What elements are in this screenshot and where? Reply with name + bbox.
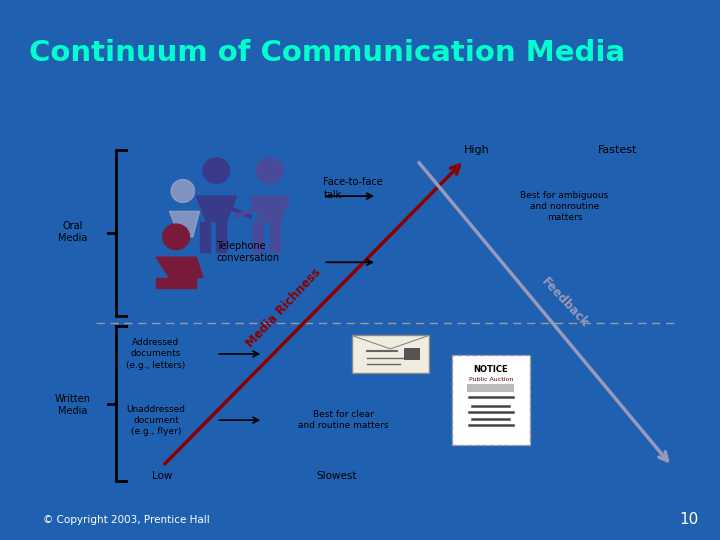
Text: © Copyright 2003, Prentice Hall: © Copyright 2003, Prentice Hall [43,515,210,525]
FancyBboxPatch shape [352,335,428,373]
Text: Slowest: Slowest [317,471,357,481]
Polygon shape [156,278,197,288]
Text: Telephone
conversation: Telephone conversation [216,241,279,264]
Text: Continuum of Communication Media: Continuum of Communication Media [29,39,625,68]
Text: Addressed
documents
(e.g., letters): Addressed documents (e.g., letters) [127,339,186,369]
Polygon shape [253,221,264,252]
Text: Oral
Media: Oral Media [58,221,87,242]
Text: NOTICE: NOTICE [474,364,508,374]
Polygon shape [270,221,280,252]
Text: 10: 10 [679,512,698,527]
Ellipse shape [203,158,230,184]
Text: Fastest: Fastest [598,145,638,156]
Text: Public Auction: Public Auction [469,377,513,382]
Ellipse shape [256,158,283,184]
Text: Unaddressed
document
(e.g., flyer): Unaddressed document (e.g., flyer) [127,404,186,436]
Polygon shape [169,211,199,237]
Text: Low: Low [153,471,173,481]
FancyBboxPatch shape [452,355,530,444]
Polygon shape [156,257,203,278]
Polygon shape [250,196,290,221]
Text: Best for clear
and routine matters: Best for clear and routine matters [298,410,389,430]
Text: Best for ambiguous
and nonroutine
matters: Best for ambiguous and nonroutine matter… [521,191,608,222]
Ellipse shape [171,179,194,202]
FancyBboxPatch shape [467,384,514,392]
Text: Face-to-face
talk: Face-to-face talk [323,177,383,200]
Ellipse shape [163,224,189,249]
Text: Media Richness: Media Richness [243,266,323,350]
Text: Feedback: Feedback [539,275,590,330]
FancyBboxPatch shape [404,348,418,359]
Text: High: High [464,145,490,156]
Polygon shape [216,221,226,252]
Polygon shape [197,196,236,221]
Text: Written
Media: Written Media [54,394,90,416]
Polygon shape [199,221,210,252]
